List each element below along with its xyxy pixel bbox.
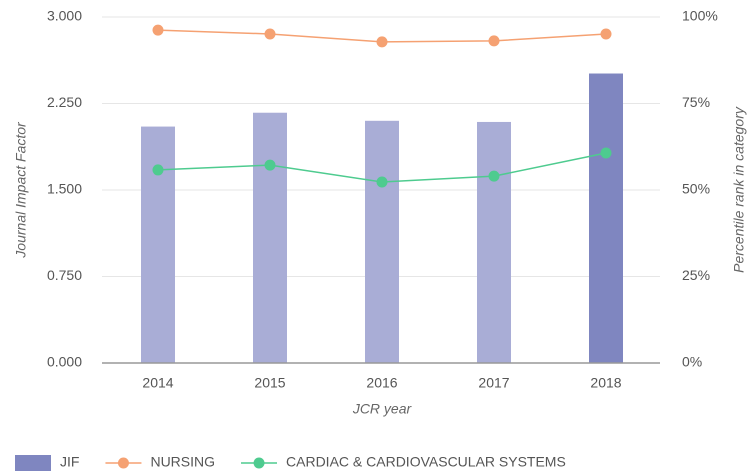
x-axis-title: JCR year — [352, 401, 413, 417]
y-tick-label: 0.000 — [47, 354, 82, 370]
y2-tick-label: 75% — [682, 94, 710, 110]
y2-tick-label: 0% — [682, 354, 702, 370]
point — [600, 147, 612, 159]
legend-label: JIF — [60, 454, 79, 470]
point — [488, 35, 500, 47]
y-axis-title: Journal Impact Factor — [13, 121, 29, 259]
x-tick-label: 2015 — [254, 375, 285, 391]
point — [264, 28, 276, 40]
bar — [589, 73, 623, 363]
y-tick-label: 1.500 — [47, 181, 82, 197]
y2-tick-label: 100% — [682, 8, 718, 24]
point — [376, 36, 388, 48]
bar — [253, 112, 287, 363]
point — [376, 176, 388, 188]
y2-tick-label: 50% — [682, 181, 710, 197]
y-tick-label: 0.750 — [47, 267, 82, 283]
x-tick-label: 2017 — [478, 375, 509, 391]
x-tick-label: 2018 — [590, 375, 621, 391]
y-tick-label: 2.250 — [47, 94, 82, 110]
y-tick-label: 3.000 — [47, 8, 82, 24]
legend-swatch — [15, 455, 51, 471]
legend-label: CARDIAC & CARDIOVASCULAR SYSTEMS — [286, 454, 566, 470]
point — [488, 170, 500, 182]
x-tick-label: 2016 — [366, 375, 397, 391]
point — [152, 164, 164, 176]
legend-marker — [117, 457, 129, 469]
point — [600, 28, 612, 40]
bar — [141, 126, 175, 363]
bar — [365, 120, 399, 363]
legend-marker — [253, 457, 265, 469]
legend-label: NURSING — [150, 454, 215, 470]
point — [152, 24, 164, 36]
bar — [477, 121, 511, 363]
x-tick-label: 2014 — [142, 375, 173, 391]
y2-tick-label: 25% — [682, 267, 710, 283]
point — [264, 159, 276, 171]
y2-axis-title: Percentile rank in category — [731, 106, 747, 273]
